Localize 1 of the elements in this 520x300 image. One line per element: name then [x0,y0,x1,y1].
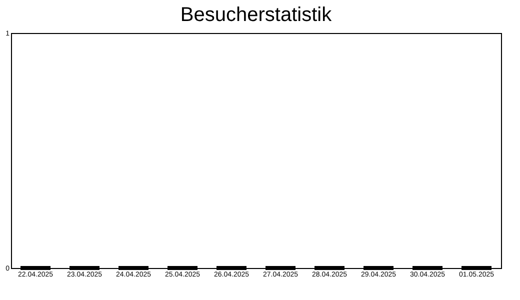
chart-title: Besucherstatistik [180,4,333,26]
